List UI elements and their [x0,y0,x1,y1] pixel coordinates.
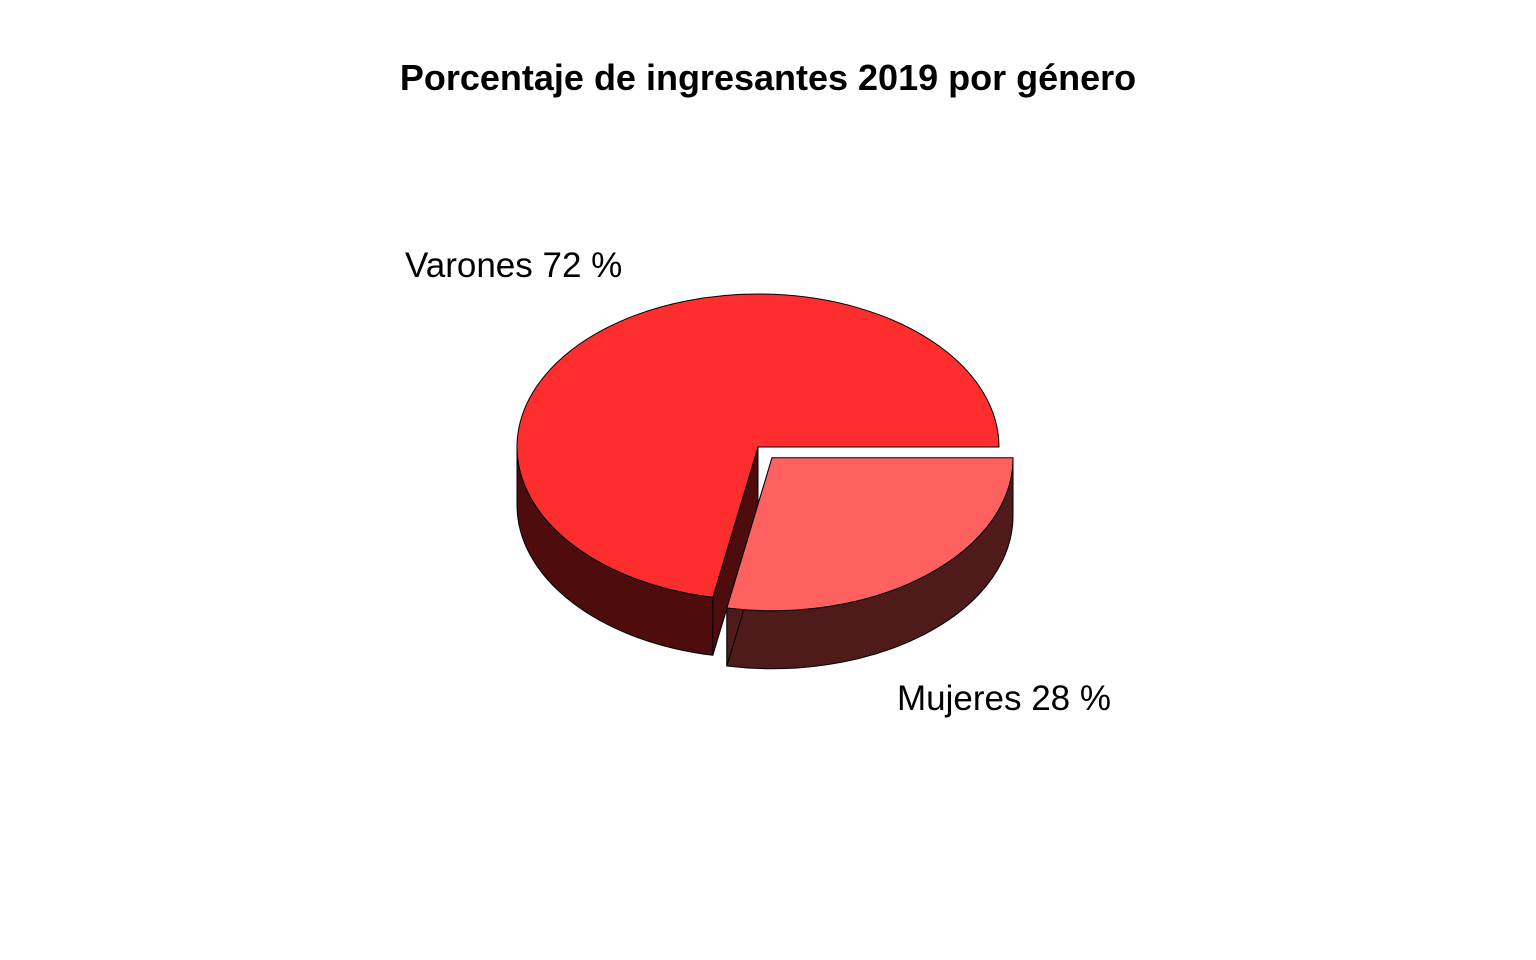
chart-title: Porcentaje de ingresantes 2019 por géner… [400,57,1136,98]
pie-slice-1 [726,457,1014,612]
slice-label-varones: Varones 72 % [405,246,622,285]
pie-tops [516,293,1014,612]
pie-slice-0 [516,293,1000,598]
slice-label-mujeres: Mujeres 28 % [897,679,1111,718]
